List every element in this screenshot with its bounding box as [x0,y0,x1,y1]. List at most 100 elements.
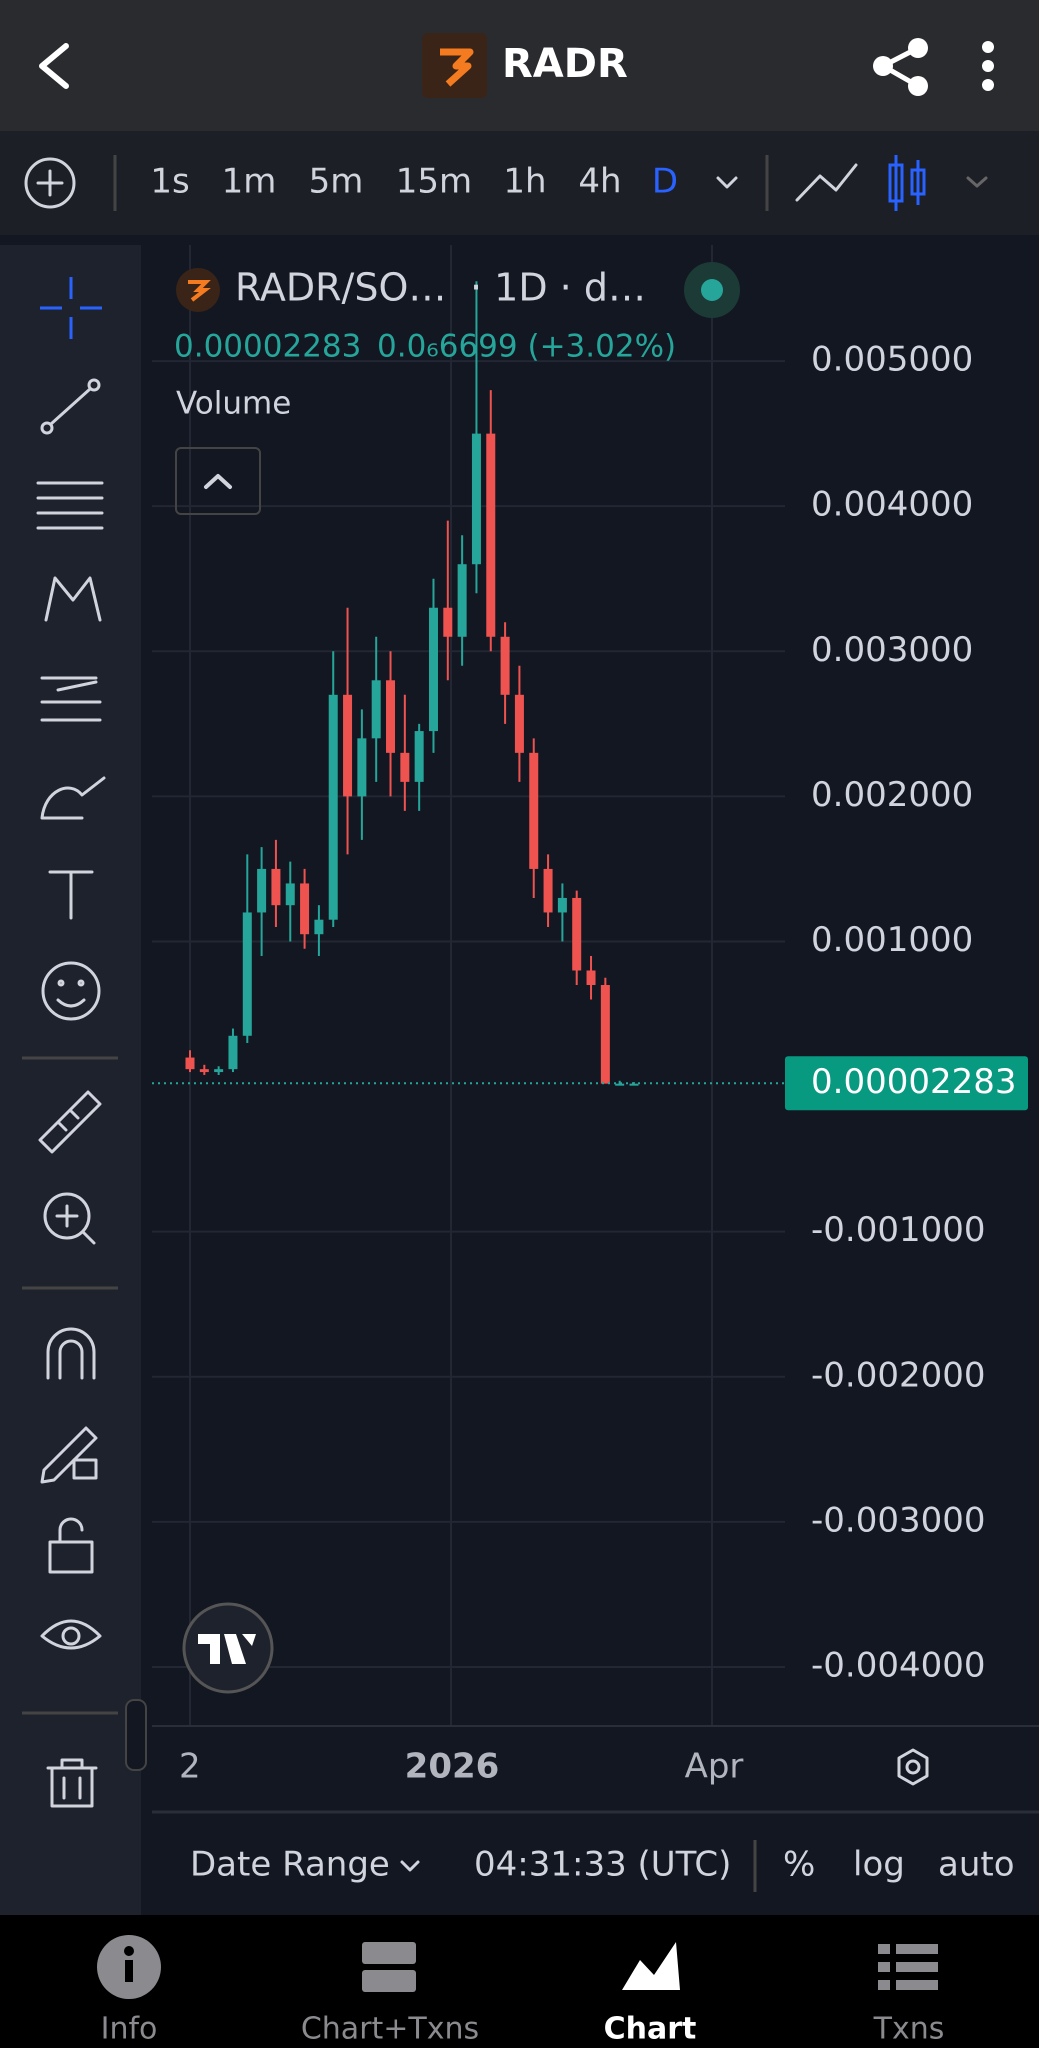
interval-button[interactable]: D [652,162,678,202]
last-price-tag [785,1056,1028,1111]
candle-body [371,680,381,739]
candle-body [443,607,453,637]
add-indicator-button[interactable] [24,157,76,209]
lock-drawing-tool[interactable] [40,1426,98,1484]
y-tick-label: 0.001000 [811,920,973,960]
interval-list: 1s 1m 5m 15m 1h 4h D [150,162,678,202]
candle-body [471,433,481,565]
drawing-toolbar [0,245,141,1915]
symbol-logo [176,268,220,312]
last-price: 0.00002283 [174,329,361,365]
y-tick-label: 0.003000 [811,630,973,670]
line-style-button[interactable] [795,163,858,202]
interval-button[interactable]: 5m [309,162,364,202]
x-tick-label: 2026 [405,1747,500,1787]
log-toggle[interactable]: log [853,1845,905,1885]
info-tab[interactable]: Info [97,1935,161,2047]
candle-style-button[interactable] [888,155,926,211]
share-button[interactable] [873,38,928,96]
interval-dropdown[interactable] [716,176,738,189]
interval-button[interactable]: 4h [578,162,621,202]
candle-body [185,1057,195,1070]
page-title: RADR [502,41,628,87]
pattern-tool[interactable] [44,576,102,622]
clock: 04:31:33 (UTC) [474,1845,731,1885]
last-price-label: 0.00002283 [811,1062,1017,1102]
emoji-tool[interactable] [41,961,101,1021]
candle-body [285,883,295,906]
candles: 0.00002283 [152,281,1028,1111]
y-axis: 0.005000 0.004000 0.003000 0.002000 0.001000… [811,340,986,1686]
interval-button[interactable]: 1h [503,162,546,202]
candle-body [529,752,539,869]
candle-body [586,970,596,985]
magnet-tool[interactable] [46,1327,96,1380]
candle-body [457,564,467,637]
ruler-tool[interactable] [38,1090,102,1154]
auto-toggle[interactable]: auto [938,1845,1015,1885]
y-tick-label: -0.003000 [811,1500,986,1540]
candle-body [214,1069,224,1073]
style-dropdown[interactable] [966,176,988,188]
percent-toggle[interactable]: % [783,1845,815,1885]
candle-body [300,883,310,935]
candle-body [414,731,424,782]
interval-button[interactable]: 1m [222,162,277,202]
x-tick-label: 2 [179,1747,201,1787]
candle-body [228,1035,238,1070]
candle-body [386,680,396,753]
candle-body [486,433,496,637]
projection-tool[interactable] [40,676,102,722]
chart-settings-button[interactable] [897,1748,929,1786]
candle-body [271,868,281,906]
tab-label: Txns [873,2012,945,2047]
delete-tool[interactable] [46,1758,98,1808]
zoom-tool[interactable] [43,1192,96,1245]
candle-body [343,694,353,797]
y-tick-label: -0.004000 [811,1645,986,1685]
status-dot [701,279,723,301]
candle-body [314,919,324,935]
symbol-name: RADR/SO… [235,266,446,310]
candle-body [199,1069,209,1073]
txns-tab[interactable]: Txns [873,1944,945,2047]
lock-tool[interactable] [48,1517,94,1574]
collapse-toolbar[interactable] [125,1699,147,1771]
grid [152,245,785,1725]
y-tick-label: -0.002000 [811,1355,986,1395]
candle-body [357,738,367,797]
candle-body [428,607,438,732]
candle-body [500,636,510,695]
candle-body [242,912,252,1036]
more-button[interactable] [982,41,994,91]
chart-txns-tab[interactable]: Chart+Txns [301,1942,479,2047]
candle-body [257,868,267,913]
candle-body [514,694,524,753]
interval-button[interactable]: 15m [396,162,472,202]
date-range-chevron [400,1860,420,1872]
text-tool[interactable] [48,870,94,920]
chart-tab[interactable]: Chart [604,1942,697,2047]
interval-button[interactable]: 1s [150,162,189,202]
interval-label: · 1D · d… [470,266,646,310]
crosshair-tool[interactable] [40,277,102,339]
top-bar [0,0,1039,131]
tab-label: Chart+Txns [301,2012,479,2047]
tab-label: Info [101,2012,158,2047]
token-logo [422,33,487,98]
candle-body [629,1083,639,1086]
brush-tool[interactable] [40,776,106,820]
y-tick-label: -0.001000 [811,1210,986,1250]
candle-body [572,897,582,971]
candle-body [328,694,338,920]
fib-tool[interactable] [36,481,104,530]
candle-body [400,752,410,782]
candle-body [600,985,610,1084]
date-range-button[interactable]: Date Range [190,1845,390,1885]
visibility-tool[interactable] [40,1619,102,1650]
trend-line-tool[interactable] [40,378,101,435]
back-button[interactable] [39,43,69,89]
tradingview-badge [182,1602,274,1694]
collapse-legend-button[interactable] [175,447,261,515]
